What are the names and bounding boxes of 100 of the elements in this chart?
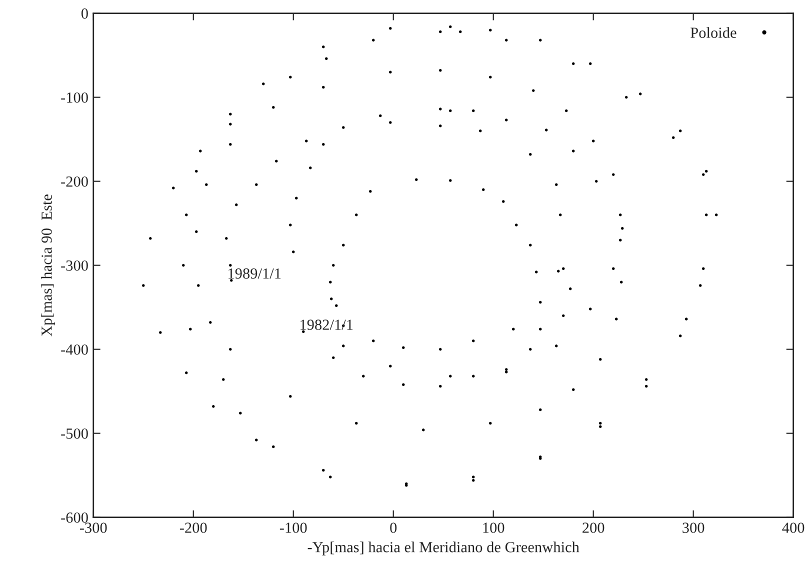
point: [488, 76, 492, 79]
point: [308, 166, 312, 170]
point: [618, 214, 622, 216]
point: [528, 153, 532, 156]
point: [448, 179, 452, 182]
point: [322, 142, 325, 146]
point: [342, 344, 345, 348]
point: [472, 109, 475, 112]
point: [620, 226, 624, 230]
point: [562, 267, 565, 270]
point: [672, 136, 675, 140]
point: [254, 183, 258, 186]
point: [528, 348, 532, 351]
point: [558, 214, 562, 216]
point: [678, 334, 682, 338]
x-tick-label: -300: [80, 522, 107, 533]
x-axis-title: -Yp[mas] hacia el Meridiano de Greenwhich: [308, 542, 580, 556]
point: [362, 374, 365, 378]
point: [222, 378, 225, 381]
point: [372, 340, 375, 342]
point: [238, 412, 242, 415]
point: [324, 57, 328, 60]
point: [528, 244, 532, 247]
point: [388, 70, 392, 74]
point: [448, 25, 452, 28]
point: [704, 170, 708, 173]
point: [354, 422, 358, 425]
point: [544, 128, 548, 132]
point: [402, 383, 405, 386]
point: [702, 173, 705, 176]
point: [322, 46, 325, 48]
point: [684, 318, 688, 320]
x-tick-label: 0: [390, 522, 397, 533]
point: [292, 250, 295, 254]
point: [538, 408, 542, 412]
y-axis-title: Xp[mas] hacia 90 Este: [41, 194, 55, 336]
point: [198, 150, 202, 152]
point: [142, 284, 145, 287]
point: [438, 108, 442, 110]
point: [228, 142, 232, 146]
point: [438, 348, 442, 351]
point: [182, 264, 185, 267]
point: [702, 267, 705, 270]
point: [678, 130, 682, 132]
point: [704, 214, 708, 216]
point: [438, 124, 442, 128]
point: [472, 476, 475, 478]
point: [302, 330, 305, 334]
point: [504, 118, 508, 122]
point: [644, 384, 648, 388]
point: [194, 170, 198, 173]
point: [188, 328, 192, 331]
point: [230, 279, 233, 282]
point: [612, 267, 615, 270]
point: [438, 69, 442, 72]
point: [272, 106, 275, 109]
point: [620, 280, 623, 284]
point: [328, 476, 332, 478]
point: [228, 122, 232, 126]
point: [448, 109, 452, 112]
point: [502, 200, 505, 203]
y-tick-label: -200: [61, 176, 88, 187]
point: [592, 140, 595, 142]
x-tick-label: -100: [280, 522, 307, 533]
point: [184, 371, 188, 374]
point: [422, 428, 425, 432]
x-tick-label: 200: [582, 522, 604, 533]
point: [208, 321, 212, 324]
point: [322, 468, 325, 472]
point: [148, 237, 152, 240]
point: [274, 160, 278, 163]
y-tick-label: -600: [61, 512, 88, 523]
point: [614, 318, 618, 320]
point: [698, 284, 702, 287]
point: [512, 328, 515, 331]
point: [488, 422, 492, 425]
point: [262, 82, 265, 86]
point: [304, 140, 308, 142]
annotation: 1982/1/1: [300, 320, 353, 330]
point: [458, 30, 462, 34]
point: [644, 378, 648, 381]
point: [288, 224, 292, 226]
point: [172, 186, 175, 190]
y-tick-label: -300: [61, 260, 88, 271]
point: [438, 30, 442, 34]
point: [538, 300, 542, 304]
point: [334, 304, 338, 308]
point: [504, 370, 508, 374]
point: [328, 280, 332, 284]
point: [554, 344, 558, 348]
point: [184, 214, 188, 216]
point: [234, 203, 238, 206]
point: [388, 121, 392, 124]
point: [538, 38, 542, 42]
point: [598, 425, 602, 428]
point: [212, 405, 215, 408]
point: [272, 445, 275, 448]
point: [588, 308, 592, 310]
point: [572, 388, 575, 392]
point: [638, 92, 642, 96]
